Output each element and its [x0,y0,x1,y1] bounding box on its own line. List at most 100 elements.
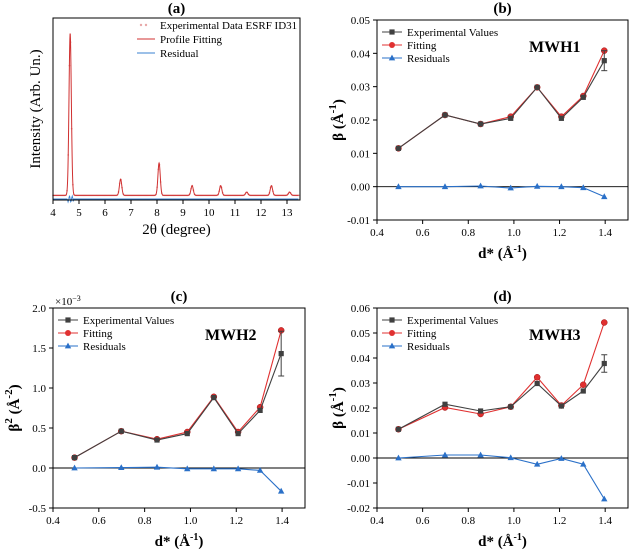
data-point [601,58,607,64]
x-tick-label: 1.4 [598,515,612,527]
panel-title: (c) [171,289,188,305]
x-tick-label: 0.8 [461,227,475,239]
data-point [508,404,514,410]
y-axis-label: β2 (Å-2) [3,384,23,431]
y-tick-label: 0.04 [351,353,371,365]
data-point [395,145,402,151]
data-point [601,193,608,200]
data-point [558,455,565,461]
legend-marker [388,342,396,349]
y-tick-label: -0.02 [347,503,370,515]
series-line [398,454,605,500]
series-line [398,60,605,149]
legend-marker [65,317,71,323]
data-point [441,183,449,190]
data-point [278,351,284,357]
y-axis-label: Intensity (Arb. Un.) [28,49,44,168]
y-tick-label: 0.00 [351,453,371,465]
data-point [601,495,608,502]
legend-marker [65,330,71,336]
data-point [441,451,449,458]
data-point [477,451,484,458]
data-point [558,403,564,409]
x-tick-label: 7 [128,207,134,219]
panel-d-frame [376,307,629,509]
y-tick-label: -0.01 [347,478,370,490]
y-tick-label: 0.02 [351,115,370,127]
panel-d: 0.4 0.6 0.8 1.0 1.2 1.4 -0.02 -0.01 0.00 0.01 0.02… [327,289,628,550]
data-point [118,428,124,434]
data-point [71,464,78,471]
data-point [256,467,264,473]
series-line [398,185,605,198]
data-point [601,360,607,367]
data-point [154,437,160,443]
data-point [184,465,191,472]
data-point [257,407,263,413]
panel-b-frame [376,19,629,221]
y-tick-label: 0.01 [351,148,370,160]
y-tick-label: 0.5 [32,423,46,435]
x-axis-label: d* (Å-1) [478,532,527,550]
data-point [210,465,218,472]
x-tick-label: 13 [282,207,294,219]
y-tick-label: -0.5 [29,503,47,515]
y-tick-label: 2.0 [32,303,46,315]
data-point [442,401,448,407]
legend-marker [389,29,395,35]
data-point [508,115,514,121]
data-point [395,426,402,432]
legend-label: Profile Fitting [160,34,223,46]
series-line [74,353,282,459]
legend-marker [389,330,395,336]
data-point [580,460,587,467]
data-point [477,408,484,414]
residual-line [53,194,299,204]
legend-label: Fitting [83,328,113,340]
legend-label: Experimental Values [407,27,498,39]
data-point [533,374,541,381]
data-point [118,464,125,470]
legend-marker [139,23,143,27]
x-tick-label: 1.4 [598,227,612,239]
x-tick-label: 1.2 [553,515,567,527]
data-point [153,463,161,470]
legend-label: Experimental Values [83,315,174,327]
data-point [533,460,541,467]
legend-marker [144,23,148,27]
y-tick-label: 0.0 [32,463,46,475]
data-point [580,184,587,191]
data-point [507,454,514,461]
y-tick-label: 0.02 [351,403,370,415]
y-tick-label: 1.0 [32,383,46,395]
y-tick-label: -0.01 [347,215,370,227]
y-tick-label: 0.03 [351,378,371,390]
data-point [533,182,541,189]
x-tick-label: 0.4 [46,515,60,527]
x-tick-label: 1.2 [229,515,243,527]
x-tick-label: 0.6 [416,227,430,239]
y-axis-label: β (Å-1) [327,99,347,141]
data-point [534,84,540,90]
y-tick-label: 0.03 [351,82,371,94]
x-tick-label: 8 [154,207,160,219]
data-point [211,395,217,401]
panel-title: (d) [493,289,511,305]
y-tick-label: 0.00 [351,182,371,194]
profile-fitting-line [53,33,299,196]
legend-marker [64,342,72,349]
x-tick-label: 1.0 [184,515,198,527]
panel-title: (a) [168,1,186,17]
x-tick-label: 5 [76,207,82,219]
panel-c: 0.4 0.6 0.8 1.0 1.2 1.4 -0.5 0.0 0.5 1.0 1.5 2.0 (c)… [3,289,305,550]
legend-marker [389,317,395,323]
data-point [580,381,587,388]
x-tick-label: 0.4 [370,227,384,239]
data-point [235,431,241,437]
data-point [71,455,78,461]
data-point [277,487,285,494]
panel-c-frame [52,307,306,509]
data-point [558,115,564,121]
x-tick-label: 1.0 [507,227,521,239]
